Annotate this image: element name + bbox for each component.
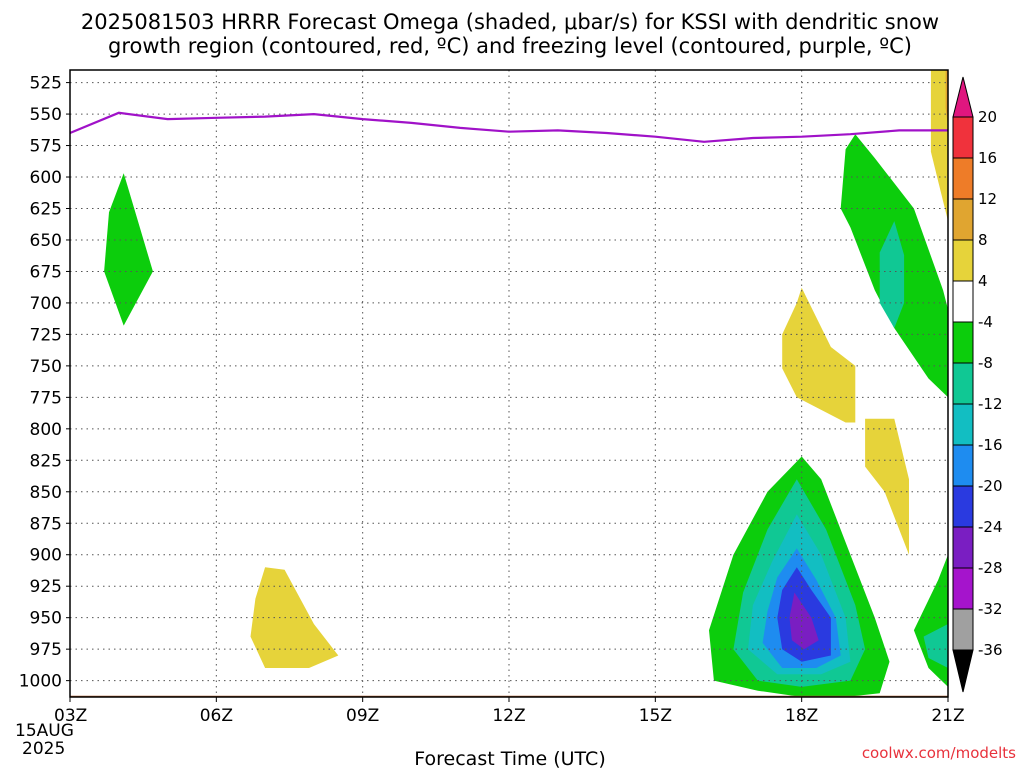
omega-shaded-regions [104, 70, 948, 697]
y-tick-label-550: 550 [30, 105, 62, 125]
freezing-level-contour [69, 111, 948, 143]
y-tick-label-575: 575 [30, 137, 62, 157]
y-tick-label-875: 875 [30, 514, 62, 534]
colorbar-label-12: -32 [978, 600, 1003, 618]
colorbar-bin-2 [952, 157, 974, 200]
omega-region-15 [789, 592, 819, 650]
y-tick-label-800: 800 [30, 420, 62, 440]
colorbar-label-5: -4 [978, 313, 993, 331]
colorbar-label-10: -24 [978, 518, 1003, 536]
y-tick-label-775: 775 [30, 388, 62, 408]
y-tick-label-950: 950 [30, 609, 62, 629]
colorbar-bin-4 [952, 239, 974, 282]
colorbar-bin-9 [952, 444, 974, 487]
colorbar-label-7: -12 [978, 395, 1003, 413]
colorbar-bin-8 [952, 403, 974, 446]
chart-title-line-2: growth region (contoured, red, ºC) and f… [108, 34, 912, 58]
omega-region-1 [250, 567, 339, 668]
colorbar-bottom-arrow [952, 649, 974, 693]
colorbar-label-0: 20 [978, 108, 997, 126]
credit-link[interactable]: coolwx.com/modelts [862, 744, 1016, 762]
chart-title-line-1: 2025081503 HRRR Forecast Omega (shaded, … [81, 10, 939, 34]
colorbar-bin-3 [952, 198, 974, 241]
colorbar-top-arrow [952, 76, 974, 118]
y-tick-label-900: 900 [30, 546, 62, 566]
colorbar-bin-12 [952, 567, 974, 610]
omega-region-3 [865, 418, 909, 555]
y-tick-label-625: 625 [30, 199, 62, 219]
x-tick-label-12Z: 12Z [492, 706, 525, 726]
x-axis-label: Forecast Time (UTC) [414, 748, 605, 768]
colorbar-label-2: 12 [978, 190, 997, 208]
y-tick-label-825: 825 [30, 451, 62, 471]
grid-lines [70, 70, 948, 697]
y-tick-label-975: 975 [30, 640, 62, 660]
y-tick-label-925: 925 [30, 577, 62, 597]
y-tick-label-850: 850 [30, 483, 62, 503]
y-axis-ticks: 525 550 575 600 625 650 675 700 725 750 775 800 825 8… [19, 74, 70, 692]
start-date-day: 15AUG [15, 721, 74, 741]
y-tick-label-1000: 1000 [19, 672, 62, 692]
colorbar-label-11: -28 [978, 559, 1003, 577]
y-tick-label-650: 650 [30, 231, 62, 251]
colorbar-bin-11 [952, 526, 974, 569]
colorbar-bin-5 [952, 280, 974, 323]
x-tick-label-03Z: 03Z [54, 706, 87, 726]
omega-region-9 [923, 624, 948, 668]
omega-region-2 [782, 287, 856, 423]
x-tick-label-18Z: 18Z [785, 706, 818, 726]
x-tick-label-21Z: 21Z [931, 706, 964, 726]
omega-region-8 [913, 554, 948, 687]
y-tick-label-600: 600 [30, 168, 62, 188]
y-tick-label-725: 725 [30, 325, 62, 345]
colorbar-bin-1 [952, 116, 974, 159]
x-axis-ticks: 03Z 06Z 09Z 12Z 15Z 18Z 21Z [54, 697, 965, 726]
freezing-level-line [69, 111, 948, 143]
omega-region-0 [104, 173, 153, 326]
start-date-year: 2025 [22, 739, 65, 759]
y-tick-label-675: 675 [30, 262, 62, 282]
y-tick-label-700: 700 [30, 294, 62, 314]
colorbar-bin-7 [952, 362, 974, 405]
colorbar-label-3: 8 [978, 231, 988, 249]
y-tick-label-750: 750 [30, 357, 62, 377]
y-tick-label-525: 525 [30, 74, 62, 94]
colorbar-label-9: -20 [978, 477, 1003, 495]
colorbar-bin-10 [952, 485, 974, 528]
colorbar-label-8: -16 [978, 436, 1003, 454]
x-tick-label-15Z: 15Z [639, 706, 672, 726]
colorbar-label-6: -8 [978, 354, 993, 372]
colorbar-label-1: 16 [978, 149, 997, 167]
x-tick-label-09Z: 09Z [346, 706, 379, 726]
colorbar-label-13: -36 [978, 641, 1003, 659]
colorbar-label-4: 4 [978, 272, 988, 290]
x-tick-label-06Z: 06Z [200, 706, 233, 726]
colorbar-bin-13 [952, 608, 974, 651]
colorbar-bin-6 [952, 321, 974, 364]
colorbar: 20 16 12 8 4 -4 -8 -12 -16 -20 -24 -28 -32 -36 [952, 76, 1003, 693]
omega-region-7 [879, 221, 905, 329]
